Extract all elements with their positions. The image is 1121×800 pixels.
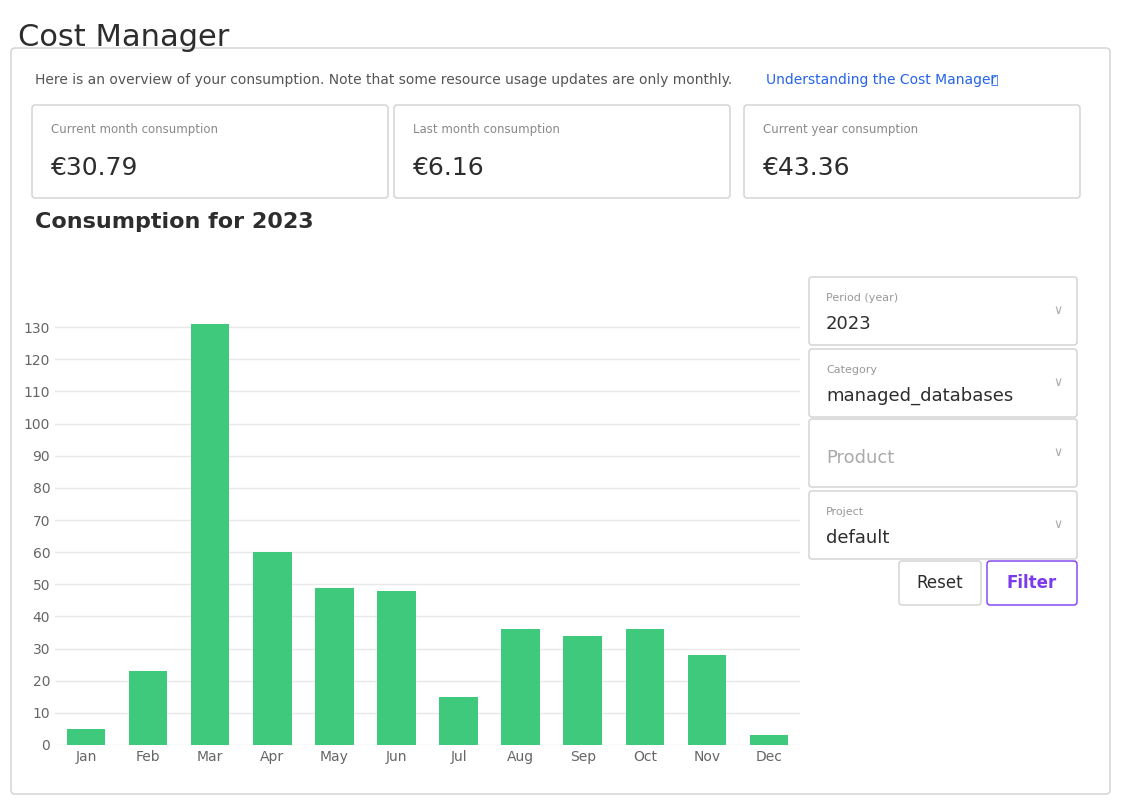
Text: €43.36: €43.36 <box>763 156 851 180</box>
Bar <box>129 671 167 745</box>
Text: default: default <box>826 529 889 547</box>
Text: Consumption for 2023: Consumption for 2023 <box>35 212 314 232</box>
Text: Period (year): Period (year) <box>826 293 898 303</box>
FancyBboxPatch shape <box>744 105 1080 198</box>
Bar <box>253 552 291 745</box>
Bar <box>687 655 726 745</box>
Text: ⎘: ⎘ <box>990 74 998 86</box>
FancyBboxPatch shape <box>899 561 981 605</box>
Text: Current month consumption: Current month consumption <box>50 123 217 137</box>
Text: Here is an overview of your consumption. Note that some resource usage updates a: Here is an overview of your consumption.… <box>35 73 732 87</box>
Text: €6.16: €6.16 <box>413 156 484 180</box>
Text: €30.79: €30.79 <box>50 156 138 180</box>
Text: Filter: Filter <box>1007 574 1057 592</box>
Bar <box>564 636 602 745</box>
Text: managed_databases: managed_databases <box>826 387 1013 405</box>
Bar <box>67 729 105 745</box>
Text: ∨: ∨ <box>1054 518 1063 531</box>
Text: ∨: ∨ <box>1054 377 1063 390</box>
Text: Understanding the Cost Manager: Understanding the Cost Manager <box>766 73 997 87</box>
Bar <box>377 590 416 745</box>
Bar <box>750 735 788 745</box>
FancyBboxPatch shape <box>986 561 1077 605</box>
Bar <box>191 324 230 745</box>
FancyBboxPatch shape <box>393 105 730 198</box>
Bar <box>501 630 540 745</box>
Text: Reset: Reset <box>917 574 963 592</box>
Bar <box>439 697 478 745</box>
FancyBboxPatch shape <box>33 105 388 198</box>
FancyBboxPatch shape <box>11 48 1110 794</box>
Text: Category: Category <box>826 365 877 375</box>
FancyBboxPatch shape <box>809 349 1077 417</box>
FancyBboxPatch shape <box>809 277 1077 345</box>
Text: ∨: ∨ <box>1054 446 1063 459</box>
Text: Project: Project <box>826 507 864 517</box>
FancyBboxPatch shape <box>809 419 1077 487</box>
FancyBboxPatch shape <box>809 491 1077 559</box>
Text: Cost Manager: Cost Manager <box>18 23 230 53</box>
Bar <box>315 587 353 745</box>
Text: Product: Product <box>826 449 895 467</box>
Text: 2023: 2023 <box>826 315 872 333</box>
Text: Last month consumption: Last month consumption <box>413 123 559 137</box>
Text: Current year consumption: Current year consumption <box>763 123 918 137</box>
Bar <box>626 630 664 745</box>
Text: ∨: ∨ <box>1054 305 1063 318</box>
